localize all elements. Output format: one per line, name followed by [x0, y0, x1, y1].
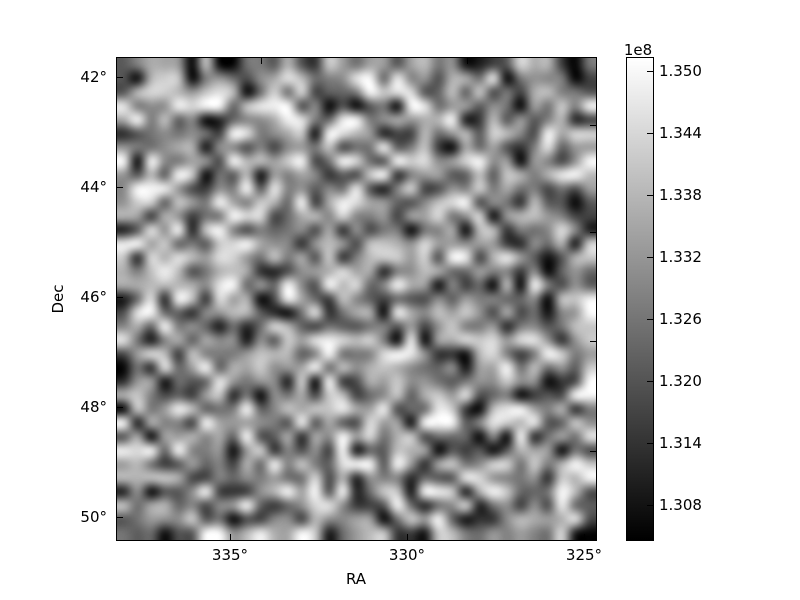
colorbar-tick-label: 1.332	[659, 248, 702, 266]
y-tick-label: 50°	[80, 508, 107, 526]
heatmap-image	[117, 58, 596, 540]
y-tick-mark	[590, 451, 596, 452]
y-axis-label: Dec	[49, 284, 67, 314]
y-tick-mark	[590, 341, 596, 342]
x-tick-mark	[584, 534, 585, 540]
colorbar-tick-mark	[647, 319, 653, 320]
x-tick-mark	[407, 534, 408, 540]
colorbar-tick-mark	[647, 443, 653, 444]
x-tick-mark	[261, 58, 262, 64]
colorbar-tick-label: 1.314	[659, 434, 702, 452]
colorbar	[626, 57, 654, 541]
colorbar-tick-label: 1.326	[659, 310, 702, 328]
y-tick-mark	[117, 187, 123, 188]
y-tick-label: 44°	[80, 178, 107, 196]
x-axis-label: RA	[345, 570, 367, 588]
colorbar-tick-mark	[647, 133, 653, 134]
y-tick-mark	[117, 407, 123, 408]
x-tick-label: 330°	[388, 546, 426, 564]
y-tick-mark	[590, 232, 596, 233]
colorbar-tick-mark	[647, 257, 653, 258]
y-tick-mark	[117, 297, 123, 298]
y-tick-mark	[590, 125, 596, 126]
colorbar-tick-label: 1.308	[659, 496, 702, 514]
colorbar-tick-label: 1.320	[659, 372, 702, 390]
colorbar-offset-label: 1e8	[623, 41, 653, 59]
heatmap-axes	[116, 57, 597, 541]
y-tick-mark	[117, 77, 123, 78]
y-tick-label: 46°	[80, 288, 107, 306]
colorbar-tick-mark	[647, 505, 653, 506]
y-tick-label: 48°	[80, 398, 107, 416]
y-tick-label: 42°	[80, 68, 107, 86]
y-tick-mark	[117, 517, 123, 518]
x-tick-mark	[230, 534, 231, 540]
x-tick-label: 325°	[565, 546, 603, 564]
colorbar-tick-label: 1.344	[659, 124, 702, 142]
colorbar-tick-mark	[647, 381, 653, 382]
x-tick-mark	[467, 58, 468, 64]
colorbar-tick-label: 1.350	[659, 62, 702, 80]
x-tick-label: 335°	[211, 546, 249, 564]
colorbar-tick-mark	[647, 195, 653, 196]
colorbar-tick-mark	[647, 71, 653, 72]
colorbar-tick-label: 1.338	[659, 186, 702, 204]
